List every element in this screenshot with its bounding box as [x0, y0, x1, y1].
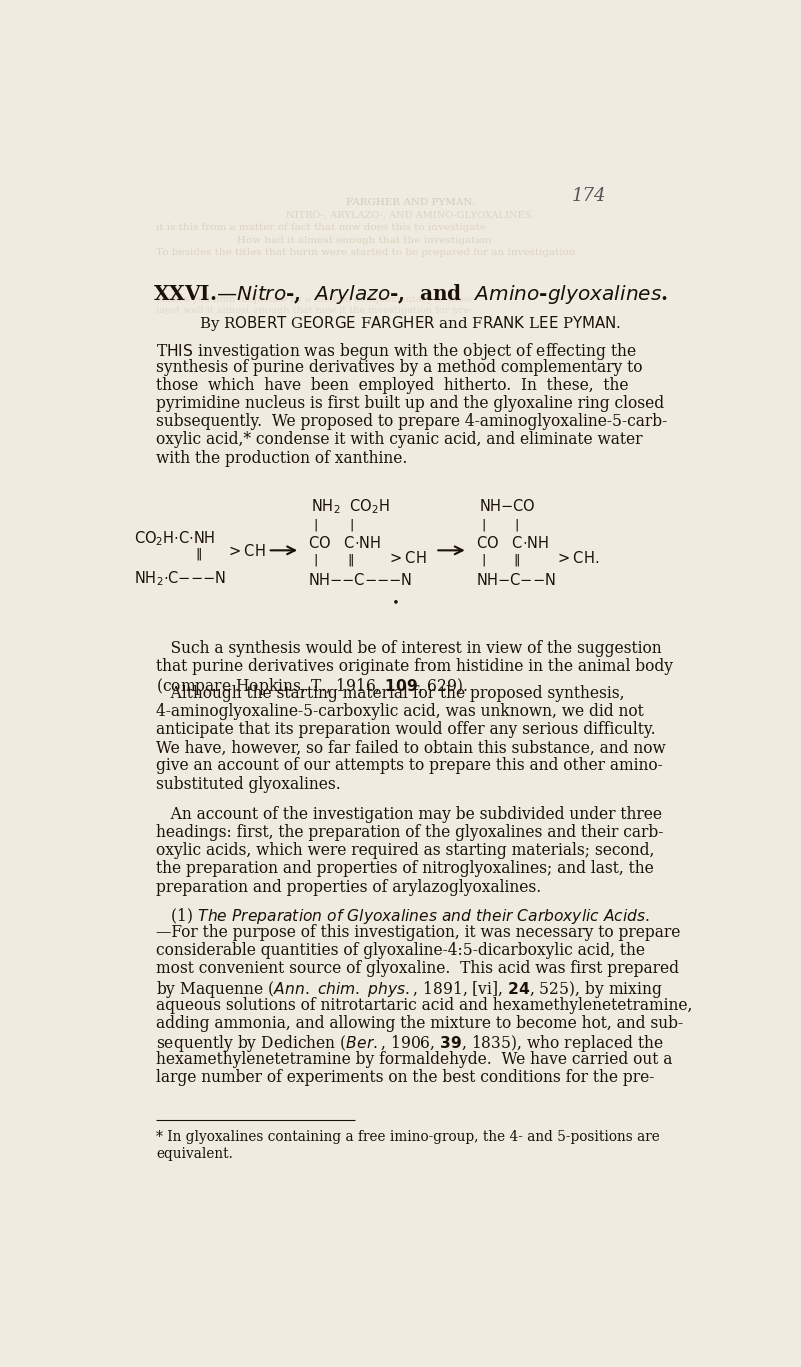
Text: sequently by Dedichen ($\mathit{Ber.}$, 1906, $\mathbf{39}$, 1835), who replaced: sequently by Dedichen ($\mathit{Ber.}$, … [156, 1033, 664, 1054]
Text: $\bullet$: $\bullet$ [391, 595, 399, 607]
Text: $\mathrm{NH{-}{-}C{-}{-}{-}N}$: $\mathrm{NH{-}{-}C{-}{-}{-}N}$ [308, 573, 413, 588]
Text: $\mathrm{>CH.}$: $\mathrm{>CH.}$ [554, 551, 599, 566]
Text: it is this from a matter of fact that now does this to investigate: it is this from a matter of fact that no… [156, 223, 486, 232]
Text: with the production of xanthine.: with the production of xanthine. [156, 450, 408, 466]
Text: FARGHER AND PYMAN.: FARGHER AND PYMAN. [346, 198, 475, 206]
Text: anticipate that its preparation would offer any serious difficulty.: anticipate that its preparation would of… [156, 722, 656, 738]
Text: $\mathrm{CO_2H{\cdot}C{\cdot}NH}$: $\mathrm{CO_2H{\cdot}C{\cdot}NH}$ [135, 529, 215, 548]
Text: equivalent.: equivalent. [156, 1147, 233, 1161]
Text: XXVI.—$\mathit{Nitro}$-,  $\mathit{Arylazo}$-,  and  $\mathit{Amino}$-$\mathit{g: XXVI.—$\mathit{Nitro}$-, $\mathit{Arylaz… [153, 282, 668, 306]
Text: $|$: $|$ [481, 552, 485, 569]
Text: give an account of our attempts to prepare this and other amino-: give an account of our attempts to prepa… [156, 757, 662, 775]
Text: 174: 174 [572, 187, 606, 205]
Text: How had it almost enough that the investigation: How had it almost enough that the invest… [237, 235, 492, 245]
Text: substituted glyoxalines.: substituted glyoxalines. [156, 775, 340, 793]
Text: the preparation and properties of nitroglyoxalines; and last, the: the preparation and properties of nitrog… [156, 860, 654, 878]
Text: oxylic acids, which were required as starting materials; second,: oxylic acids, which were required as sta… [156, 842, 654, 860]
Text: $\mathrm{>CH}$: $\mathrm{>CH}$ [226, 543, 266, 559]
Text: by Maquenne ($\mathit{Ann.\ chim.\ phys.}$, 1891, [vi], $\mathbf{24}$, 525), by : by Maquenne ($\mathit{Ann.\ chim.\ phys.… [156, 979, 663, 999]
Text: large number of experiments on the best conditions for the pre-: large number of experiments on the best … [156, 1069, 654, 1085]
Text: $\mathrm{NH{-}CO}$: $\mathrm{NH{-}CO}$ [479, 498, 535, 514]
Text: (compare Hopkins, T., 1916, $\mathbf{109}$, 629).: (compare Hopkins, T., 1916, $\mathbf{109… [156, 677, 468, 697]
Text: T$\mathrm{HIS}$ investigation was begun with the object of effecting the: T$\mathrm{HIS}$ investigation was begun … [156, 340, 637, 362]
Text: $\mathrm{NH_2{\cdot}C{-}{-}{-}N}$: $\mathrm{NH_2{\cdot}C{-}{-}{-}N}$ [135, 569, 227, 588]
Text: (1) $\mathit{The\ Preparation\ of\ Glyoxalines\ and\ their\ Carboxylic\ Acids.}$: (1) $\mathit{The\ Preparation\ of\ Glyox… [156, 906, 650, 925]
Text: adding ammonia, and allowing the mixture to become hot, and sub-: adding ammonia, and allowing the mixture… [156, 1014, 683, 1032]
Text: those  which  have  been  employed  hitherto.  In  these,  the: those which have been employed hitherto.… [156, 377, 629, 394]
Text: To besides the titles that burin were started to be prepared for an investigatio: To besides the titles that burin were st… [156, 249, 576, 257]
Text: most convenient source of glyoxaline.  This acid was first prepared: most convenient source of glyoxaline. Th… [156, 961, 679, 977]
Text: $\mathrm{CO\ \ \ C{\cdot}NH}$: $\mathrm{CO\ \ \ C{\cdot}NH}$ [476, 534, 549, 551]
Text: pyrimidine nucleus is first built up and the glyoxaline ring closed: pyrimidine nucleus is first built up and… [156, 395, 664, 413]
Text: $|$: $|$ [481, 517, 485, 533]
Text: $|$: $|$ [313, 517, 318, 533]
Text: $\mathrm{NH_2\ \ CO_2H}$: $\mathrm{NH_2\ \ CO_2H}$ [311, 498, 390, 517]
Text: $|$: $|$ [313, 552, 318, 569]
Text: —For the purpose of this investigation, it was necessary to prepare: —For the purpose of this investigation, … [156, 924, 680, 942]
Text: headings: first, the preparation of the glyoxalines and their carb-: headings: first, the preparation of the … [156, 824, 663, 841]
Text: aqueous solutions of nitrotartaric acid and hexamethylenetetramine,: aqueous solutions of nitrotartaric acid … [156, 997, 692, 1014]
Text: We have, however, so far failed to obtain this substance, and now: We have, however, so far failed to obtai… [156, 740, 666, 756]
Text: NITRO-, ARYLAZO-, AND AMINO-GLYOXALINES.: NITRO-, ARYLAZO-, AND AMINO-GLYOXALINES. [287, 211, 534, 219]
Text: $\mathrm{CO\ \ \ C{\cdot}NH}$: $\mathrm{CO\ \ \ C{\cdot}NH}$ [308, 534, 380, 551]
Text: oxylic acid,* condense it with cyanic acid, and eliminate water: oxylic acid,* condense it with cyanic ac… [156, 432, 642, 448]
Text: $|$: $|$ [514, 517, 519, 533]
Text: An account of the investigation may be subdivided under three: An account of the investigation may be s… [156, 807, 662, 823]
Text: enim a yed-hinn miquenne by a method complementary to those: enim a yed-hinn miquenne by a method com… [156, 294, 474, 303]
Text: Such a synthesis would be of interest in view of the suggestion: Such a synthesis would be of interest in… [156, 640, 662, 656]
Text: subsequently.  We proposed to prepare 4-aminoglyoxaline-5-carb-: subsequently. We proposed to prepare 4-a… [156, 413, 667, 431]
Text: considerable quantities of glyoxaline-4:5-dicarboxylic acid, the: considerable quantities of glyoxaline-4:… [156, 942, 645, 960]
Text: hexamethylenetetramine by formaldehyde.  We have carried out a: hexamethylenetetramine by formaldehyde. … [156, 1051, 672, 1068]
Text: * In glyoxalines containing a free imino-group, the 4- and 5-positions are: * In glyoxalines containing a free imino… [156, 1131, 660, 1144]
Text: 4-aminoglyoxaline-5-carboxylic acid, was unknown, we did not: 4-aminoglyoxaline-5-carboxylic acid, was… [156, 703, 644, 720]
Text: layet well it almost enough that now it the investigation for pre-: layet well it almost enough that now it … [156, 306, 473, 316]
Text: that purine derivatives originate from histidine in the animal body: that purine derivatives originate from h… [156, 658, 673, 675]
Text: synthesis of purine derivatives by a method complementary to: synthesis of purine derivatives by a met… [156, 360, 642, 376]
Text: $\mathrm{NH{-}C{-}{-}N}$: $\mathrm{NH{-}C{-}{-}N}$ [476, 573, 556, 588]
Text: $\mathrm{>CH}$: $\mathrm{>CH}$ [387, 551, 427, 566]
Text: $\|$: $\|$ [513, 552, 520, 569]
Text: By R$\mathrm{OBERT}$ G$\mathrm{EORGE}$ F$\mathrm{ARGHER}$ and F$\mathrm{RANK}$ L: By R$\mathrm{OBERT}$ G$\mathrm{EORGE}$ F… [199, 313, 622, 332]
Text: $\|$: $\|$ [195, 547, 202, 562]
Text: Although the starting material for the proposed synthesis,: Although the starting material for the p… [156, 685, 625, 703]
Text: preparation and properties of arylazoglyoxalines.: preparation and properties of arylazogly… [156, 879, 541, 895]
Text: $|$: $|$ [349, 517, 354, 533]
Text: $\|$: $\|$ [347, 552, 354, 569]
